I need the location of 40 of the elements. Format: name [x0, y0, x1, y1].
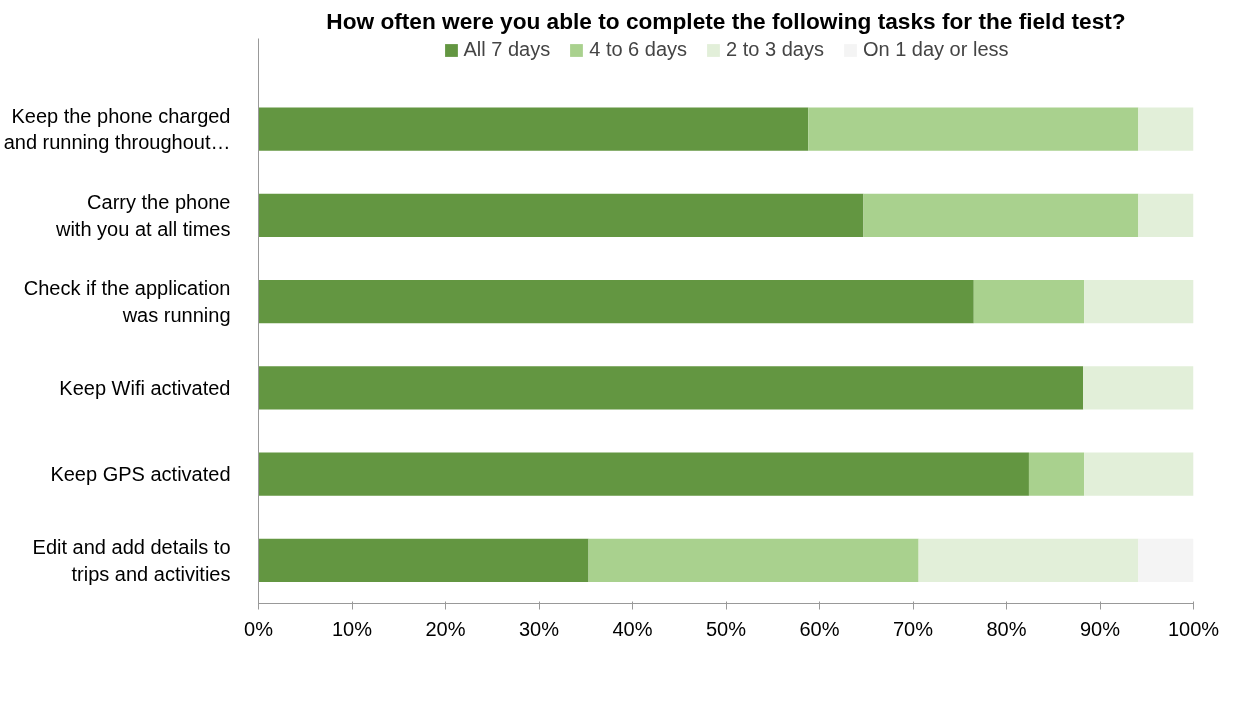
bar: [258, 107, 809, 151]
y-tick-label: Keep the phone charged and running throughout…: [3, 104, 231, 154]
y-tick-label: Keep GPS activated: [50, 463, 231, 486]
y-tick-label: Keep Wifi activated: [59, 376, 231, 399]
bar: [258, 452, 1029, 496]
bar: [1138, 538, 1194, 582]
bar: [918, 538, 1139, 582]
x-tick-label: 100%: [1167, 617, 1220, 640]
bar: [1084, 452, 1194, 496]
bar: [258, 193, 864, 237]
bar: [1083, 366, 1194, 410]
legend-label: On 1 day or less: [862, 38, 1009, 61]
x-tick-label: 60%: [799, 617, 840, 640]
x-tick-label: 10%: [331, 617, 373, 640]
bar: [1028, 452, 1085, 496]
x-tick-label: 40%: [612, 617, 653, 640]
legend-label: All 7 days: [463, 38, 551, 61]
bar: [258, 538, 589, 582]
bar: [808, 107, 1139, 151]
bar: [1084, 280, 1194, 324]
y-tick-label: Edit and add details to trips and activities: [32, 536, 231, 585]
y-tick-label: Carry the phone with you at all times: [54, 191, 231, 240]
x-tick-label: 80%: [986, 617, 1027, 640]
bar: [258, 280, 974, 324]
bar: [1138, 193, 1194, 237]
x-tick-label: 90%: [1079, 617, 1121, 640]
bar: [258, 366, 1084, 410]
x-tick-label: 50%: [705, 617, 747, 640]
y-tick-label: Check if the application was running: [23, 277, 231, 326]
bar: [973, 280, 1085, 324]
legend-label: 2 to 3 days: [726, 38, 824, 61]
bar: [1138, 107, 1194, 151]
x-tick-label: 70%: [892, 617, 934, 640]
chart-title: How often were you able to complete the following tasks for the field test?: [326, 7, 1126, 34]
x-tick-label: 20%: [425, 617, 466, 640]
legend-label: 4 to 6 days: [589, 38, 688, 61]
bar: [863, 193, 1139, 237]
bar: [588, 538, 919, 582]
x-tick-label: 0%: [244, 617, 274, 640]
x-tick-label: 30%: [518, 617, 560, 640]
